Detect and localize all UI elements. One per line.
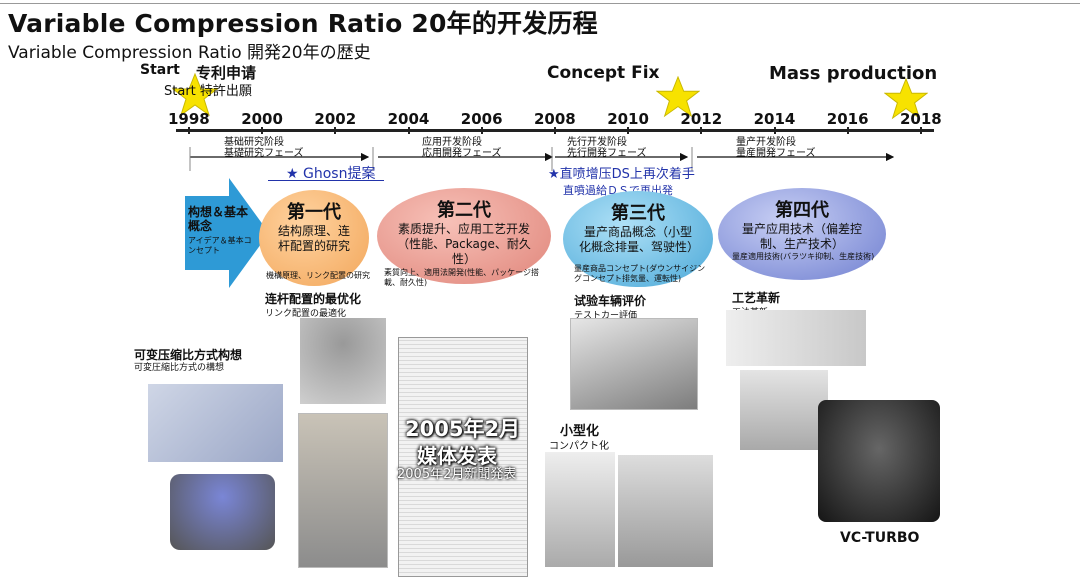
generation-4-title: 第四代 (775, 200, 829, 221)
newspaper-image (398, 337, 528, 577)
year-label: 1998 (168, 110, 210, 128)
test-car-caption: 试验车辆评价 (574, 294, 647, 308)
process-block-image (740, 370, 828, 450)
year-tick (773, 127, 776, 134)
year-label: 2012 (680, 110, 723, 128)
phase-mass-production-dev: 量产开发阶段 量産開発フェーズ (736, 137, 816, 159)
generation-4-ellipse: 第四代 量产应用技术（偏差控制、生产技术） (718, 188, 886, 280)
year-tick (846, 127, 849, 134)
page-subtitle: Variable Compression Ratio 開発20年の歴史 (8, 43, 371, 63)
start-star-icon (172, 73, 218, 117)
compact-engine-image (618, 455, 713, 567)
compact-crank-image (545, 452, 615, 567)
link-optimization-caption-jp: リンク配置の最適化 (265, 309, 347, 319)
year-label: 2010 (607, 110, 649, 128)
link-mechanism-image (300, 318, 386, 404)
year-label: 2014 (753, 110, 796, 128)
year-tick (188, 127, 190, 134)
page-title: Variable Compression Ratio 20年的开发历程 (8, 9, 598, 38)
generation-2-ellipse: 第二代 素质提升、应用工艺开发（性能、Package、耐久性） (377, 188, 551, 284)
year-tick (334, 127, 337, 134)
generation-4-body: 量产应用技术（偏差控制、生产技术） (741, 222, 862, 251)
media-announcement-label: 媒体发表 (417, 444, 497, 468)
engine-cutaway-image (298, 413, 388, 568)
year-tick (554, 127, 556, 134)
generation-3-title: 第三代 (611, 203, 665, 224)
vcr-concept-caption: 可变压缩比方式构想 (134, 348, 243, 362)
year-label: 2004 (387, 110, 430, 128)
generation-2-jp: 素質向上、適用法開発(性能、パッケージ搭載、耐久性) (384, 268, 539, 287)
process-innovation-caption: 工艺革新 (732, 291, 781, 305)
year-label: 2006 (460, 110, 503, 128)
generation-3-jp: 量産商品コンセプト(ダウンサイジングコンセプト排気量、運転性) (574, 264, 706, 283)
vcr-concept-caption-jp: 可変圧縮比方式の構想 (134, 363, 225, 373)
generation-3-ellipse: 第三代 量产商品概念（小型化概念排量、驾驶性） (563, 191, 713, 287)
phase-basic-research: 基础研究阶段 基礎研究フェーズ (224, 137, 304, 159)
year-tick (700, 127, 703, 134)
concept-fix-label: Concept Fix (547, 63, 660, 83)
compact-caption: 小型化 (560, 424, 600, 439)
start-jp-label: Start 特許出願 (164, 84, 252, 99)
generation-1-ellipse: 第一代 结构原理、连杆配置的研究 (259, 190, 369, 286)
concept-arrow-shape (185, 178, 269, 288)
link-optimization-caption: 连杆配置的最优化 (265, 292, 362, 306)
phase-advanced-dev: 先行开发阶段 先行開発フェーズ (567, 137, 647, 159)
vc-turbo-engine-image (818, 400, 940, 522)
year-label: 2008 (534, 110, 576, 128)
mass-production-label: Mass production (769, 63, 938, 84)
year-tick (627, 127, 630, 134)
vc-turbo-label: VC-TURBO (840, 530, 920, 546)
process-parts-image (726, 310, 866, 366)
start-zh-label: 专利申请 (196, 64, 257, 82)
year-tick (920, 127, 922, 134)
phase-application-dev: 应用开发阶段 応用開発フェーズ (422, 137, 502, 159)
test-car-caption-jp: テストカー評価 (574, 311, 638, 321)
test-car-engine-bay-image (570, 318, 698, 410)
generation-1-body: 结构原理、连杆配置的研究 (277, 224, 350, 253)
concept-fix-star-icon (656, 76, 700, 118)
piston-assembly-image (170, 474, 275, 550)
concept-arrow-zh: 构想＆基本概念 (188, 205, 249, 233)
start-label: Start (140, 62, 180, 78)
mass-production-star-icon (884, 78, 928, 120)
phase-arrows (189, 147, 895, 171)
ghosn-underline (268, 180, 384, 181)
generation-3-body: 量产商品概念（小型化概念排量、驾驶性） (579, 225, 700, 254)
vcr-mechanism-image (148, 384, 283, 462)
year-tick (261, 127, 264, 134)
media-jp-label: 2005年2月新聞発表 (397, 467, 517, 482)
concept-arrow-jp: アイデア＆基本コンセプト (188, 236, 252, 255)
top-border-line (0, 3, 1080, 4)
generation-1-title: 第一代 (287, 202, 341, 223)
generation-4-jp: 量産適用技術(バラツキ抑制、生産技術) (732, 252, 875, 261)
year-tick (480, 127, 483, 134)
year-tick (407, 127, 410, 134)
year-label: 2000 (241, 110, 283, 128)
restart-note: ★直喷增压DS上再次着手 (548, 167, 695, 182)
year-label: 2016 (826, 110, 869, 128)
compact-caption-jp: コンパクト化 (549, 441, 609, 452)
generation-1-jp: 機構原理、リンク配置の研究 (266, 271, 370, 280)
year-label: 2018 (900, 110, 942, 128)
generation-2-title: 第二代 (437, 200, 491, 221)
ghosn-note: ★ Ghosn提案 (286, 166, 376, 182)
year-label: 2002 (314, 110, 357, 128)
media-date-label: 2005年2月 (405, 417, 521, 441)
generation-2-body: 素质提升、应用工艺开发（性能、Package、耐久性） (397, 222, 531, 266)
